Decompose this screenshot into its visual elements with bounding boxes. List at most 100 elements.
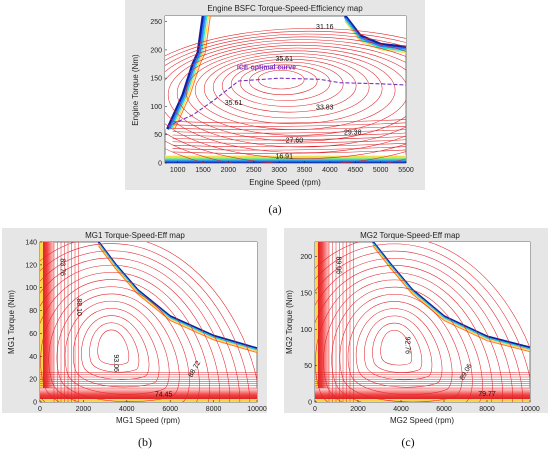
iso-efficiency-contour: [40, 279, 200, 402]
contour-label: 92.76: [403, 337, 410, 355]
contour-label: 27.60: [286, 138, 304, 145]
x-tick-label: 3500: [297, 167, 313, 174]
chart-c-x-ticks: 0 2000 4000 6000 8000 10000: [313, 400, 540, 413]
low-torque-edge: [315, 399, 530, 402]
max-torque-boundary-right: [344, 21, 406, 54]
y-tick-label: 200: [300, 254, 312, 261]
iso-efficiency-contour: [40, 243, 251, 402]
y-tick-label: 100: [25, 285, 37, 292]
iso-efficiency-contour: [97, 329, 130, 366]
chart-c-y-ticks: 0 50 100 150 200: [300, 254, 317, 407]
chart-a-title: Engine BSFC Torque-Speed-Efficiency map: [207, 4, 363, 13]
max-torque-boundary-right: [343, 16, 406, 49]
iso-efficiency-contour: [315, 272, 493, 402]
iso-efficiency-contour: [172, 146, 406, 151]
y-tick-label: 140: [25, 240, 37, 247]
contour-label: 31.16: [316, 24, 334, 31]
chart-c-boundary-fills: [315, 242, 530, 402]
iso-efficiency-contour: [40, 242, 257, 384]
contour-label: 74.45: [155, 391, 173, 398]
iso-efficiency-contour: [172, 119, 406, 124]
iso-efficiency-contour: [89, 322, 140, 373]
x-tick-label: 6000: [162, 406, 178, 413]
x-tick-label: 6000: [436, 406, 452, 413]
low-speed-band: [40, 242, 54, 402]
iso-efficiency-contour: [64, 300, 170, 395]
iso-efficiency-contour: [48, 286, 190, 402]
low-torque-band: [315, 388, 530, 402]
iso-efficiency-contour: [167, 42, 406, 148]
x-tick-label: 4000: [393, 406, 409, 413]
iso-efficiency-contour: [347, 301, 453, 395]
x-tick-label: 3000: [271, 167, 287, 174]
iso-efficiency-contour: [165, 33, 406, 163]
contour-label: 33.83: [316, 104, 334, 111]
y-tick-label: 200: [150, 47, 162, 54]
infeasible-region: [40, 242, 257, 349]
y-tick-label: 150: [150, 76, 162, 83]
y-tick-label: 100: [300, 327, 312, 334]
low-speed-edge: [40, 242, 43, 402]
iso-efficiency-contour: [172, 122, 406, 127]
chart-b-x-ticks: 0 2000 4000 6000 8000 10000: [38, 400, 267, 413]
iso-efficiency-contour: [185, 47, 406, 136]
x-tick-label: 5000: [373, 167, 389, 174]
contour-label: 88.10: [75, 298, 82, 316]
x-tick-label: 1500: [195, 167, 211, 174]
x-tick-label: 8000: [206, 406, 222, 413]
max-torque-boundary: [98, 244, 257, 352]
iso-efficiency-contour: [40, 250, 240, 402]
low-speed-band: [315, 242, 329, 402]
y-tick-label: 60: [29, 331, 37, 338]
iso-efficiency-contour: [172, 136, 406, 141]
ice-optimal-curve: [167, 77, 407, 127]
max-torque-boundary: [372, 242, 530, 350]
iso-efficiency-contour: [172, 149, 406, 154]
chart-a-contour-labels: 31.16 35.61 35.61 33.83 27.60 29.38 16.91: [225, 24, 362, 160]
panel-engine-bsfc-map: Engine BSFC Torque-Speed-Efficiency map …: [125, 0, 425, 216]
x-tick-label: 10000: [520, 406, 540, 413]
contour-label: 83.76: [59, 258, 66, 276]
chart-a-ylabel: Engine Torque (Nm): [131, 54, 140, 126]
chart-b-title: MG1 Torque-Speed-Eff map: [85, 231, 185, 240]
x-tick-label: 2000: [350, 406, 366, 413]
panel-mg2-map: MG2 Torque-Speed-Eff map 89.0692.7689.06…: [284, 228, 548, 449]
y-tick-label: 250: [150, 19, 162, 26]
x-tick-label: 0: [313, 406, 317, 413]
y-tick-label: 20: [29, 377, 37, 384]
iso-efficiency-contour: [248, 67, 318, 96]
iso-efficiency-contour: [172, 129, 406, 134]
contour-label: 35.61: [275, 56, 293, 63]
chart-b-xlabel: MG1 Speed (rpm): [116, 416, 180, 425]
iso-efficiency-contour: [315, 242, 530, 349]
chart-c-ylabel: MG2 Torque (Nm): [285, 290, 294, 354]
iso-efficiency-contour: [172, 132, 406, 137]
iso-efficiency-contour: [315, 243, 530, 381]
iso-efficiency-contour: [176, 44, 406, 142]
iso-efficiency-contour: [72, 308, 160, 388]
y-tick-label: 0: [33, 400, 37, 407]
iso-efficiency-contour: [165, 36, 406, 159]
y-tick-label: 0: [308, 400, 312, 407]
caption-a: (a): [268, 202, 281, 216]
iso-efficiency-contour: [323, 279, 483, 402]
y-tick-label: 150: [300, 290, 312, 297]
x-tick-label: 2500: [246, 167, 262, 174]
iso-efficiency-contour: [40, 257, 230, 402]
infeasible-region-right: [345, 16, 406, 48]
chart-a-optimal-curve-group: ICE optimal curve: [167, 65, 407, 127]
y-tick-label: 50: [304, 363, 312, 370]
iso-efficiency-contour: [165, 28, 406, 163]
y-tick-label: 40: [29, 354, 37, 361]
chart-b-y-ticks: 0 20 40 60 80 100 120 140: [25, 240, 42, 407]
iso-efficiency-contour: [355, 308, 443, 388]
infeasible-region: [315, 242, 530, 348]
infeasible-region-left: [165, 16, 204, 130]
max-torque-boundary: [372, 242, 530, 349]
contour-label: 93.06: [112, 354, 119, 372]
chart-c-title: MG2 Torque-Speed-Eff map: [360, 231, 460, 240]
iso-efficiency-contour: [315, 265, 503, 402]
max-torque-boundary-right: [344, 19, 406, 52]
x-tick-label: 8000: [479, 406, 495, 413]
